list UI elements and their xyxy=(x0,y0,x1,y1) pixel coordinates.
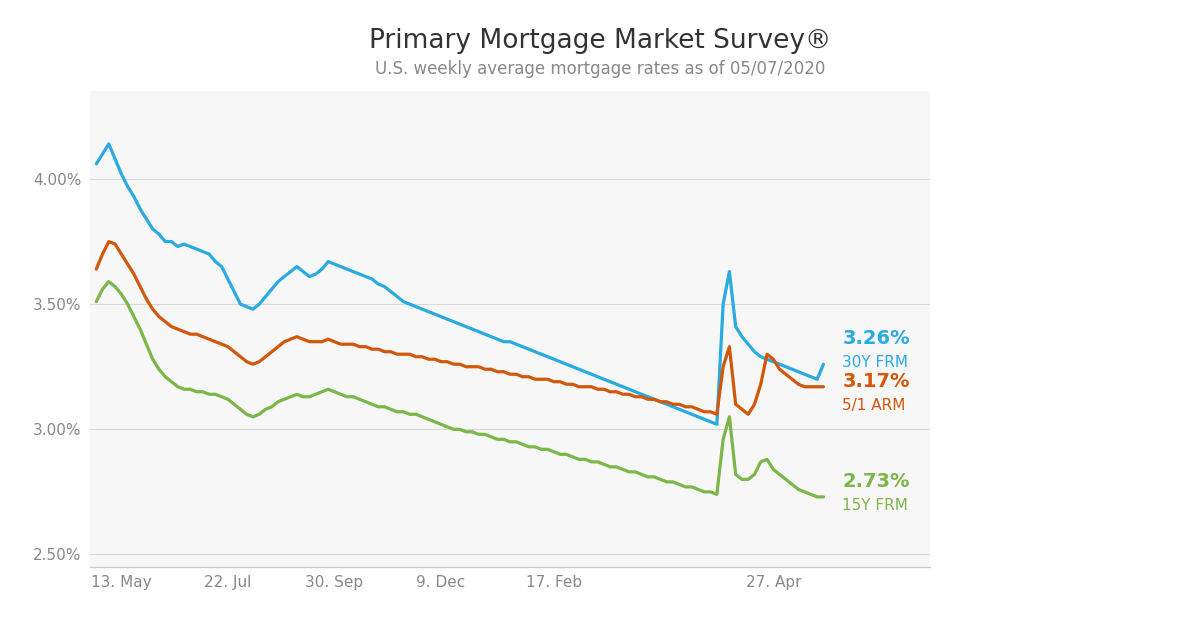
Text: 2.73%: 2.73% xyxy=(842,472,910,491)
Text: 5/1 ARM: 5/1 ARM xyxy=(842,398,906,413)
Text: 3.17%: 3.17% xyxy=(842,372,910,391)
Text: U.S. weekly average mortgage rates as of 05/07/2020: U.S. weekly average mortgage rates as of… xyxy=(374,60,826,78)
Text: 30Y FRM: 30Y FRM xyxy=(842,355,908,370)
Text: 15Y FRM: 15Y FRM xyxy=(842,498,908,513)
Text: 3.26%: 3.26% xyxy=(842,329,910,348)
Text: Primary Mortgage Market Survey®: Primary Mortgage Market Survey® xyxy=(368,28,832,54)
